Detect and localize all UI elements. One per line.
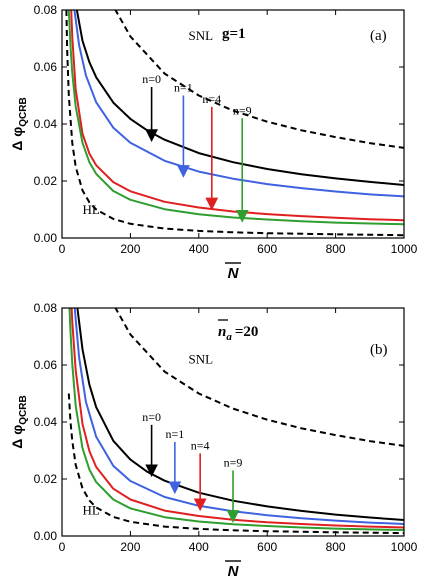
svg-text:Δ φQCRB: Δ φQCRB (9, 97, 29, 150)
x-axis-label-a: N (225, 262, 241, 282)
series-n9-line-b (68, 308, 404, 531)
label-n0-b: n=0 (142, 410, 161, 424)
plot-frame-a (61, 9, 405, 239)
y-tick-label-b: 0.04 (34, 415, 58, 429)
label-n1-b: n=1 (165, 427, 184, 441)
y-tick-label-a: 0.04 (34, 117, 58, 131)
label-n1-a: n=1 (174, 81, 193, 95)
series-n0-line-a (75, 10, 404, 186)
annotation-hl-b: HL (83, 503, 100, 518)
label-n9-a: n=9 (233, 103, 252, 117)
y-tick-label-a: 0.08 (34, 3, 58, 17)
label-n0-a: n=0 (142, 72, 161, 86)
label-n9-b: n=9 (224, 455, 243, 469)
annotation-snl-a: SNL (189, 28, 214, 43)
series-snl-line-a (114, 10, 404, 149)
series-n9-line-a (67, 10, 404, 226)
x-tick-label-b: 200 (120, 540, 140, 554)
x-tick-label-a: 600 (257, 242, 277, 256)
svg-text:Δ φQCRB: Δ φQCRB (9, 395, 29, 448)
y-axis-label-a: Δ φQCRB (9, 97, 29, 150)
x-tick-label-a: 1000 (391, 242, 418, 256)
x-tick-label-a: 800 (326, 242, 346, 256)
condition-label-b: na =20 (218, 319, 258, 343)
x-tick-label-b: 800 (326, 540, 346, 554)
svg-text:N: N (228, 563, 240, 580)
y-tick-label-b: 0.06 (34, 358, 58, 372)
panel-a: SNL HL n=0 n=1 n=4 n=9 0 200 400 600 800 1000 0.00 0… (9, 3, 418, 282)
y-tick-label-b: 0.08 (34, 301, 58, 315)
x-tick-label-a: 0 (59, 242, 66, 256)
label-n4-b: n=4 (191, 438, 210, 452)
series-snl-line-b (114, 308, 404, 447)
x-tick-label-a: 200 (120, 242, 140, 256)
y-tick-label-a: 0.02 (34, 174, 58, 188)
label-n4-a: n=4 (202, 92, 221, 106)
plot-frame-b (61, 307, 405, 537)
condition-label-a: g=1 (222, 26, 246, 42)
y-tick-label-b: 0.02 (34, 472, 58, 486)
series-hl-line-a (65, 10, 404, 237)
panel-b: SNL HL n=0 n=1 n=4 n=9 0 200 400 600 800 1000 0.00 0… (9, 301, 418, 580)
series-n1-line-b (73, 308, 404, 525)
series-n4-line-a (70, 10, 404, 222)
panel-label-b: (b) (370, 342, 388, 358)
x-tick-label-b: 600 (257, 540, 277, 554)
panel-label-a: (a) (370, 28, 387, 44)
svg-text:na=20: na =20 (218, 324, 258, 343)
y-tick-label-b: 0.00 (34, 529, 58, 543)
annotation-hl-a: HL (83, 202, 100, 217)
annotation-snl-b: SNL (189, 352, 214, 367)
x-tick-label-b: 400 (189, 540, 209, 554)
x-axis-label-b: N (225, 560, 241, 580)
y-axis-label-b: Δ φQCRB (9, 395, 29, 448)
y-tick-label-a: 0.00 (34, 231, 58, 245)
svg-text:N: N (228, 265, 240, 282)
x-tick-label-b: 0 (59, 540, 66, 554)
x-tick-label-a: 400 (189, 242, 209, 256)
series-n4-line-b (70, 308, 404, 529)
y-tick-label-a: 0.06 (34, 60, 58, 74)
series-hl-line-b (67, 393, 404, 535)
x-tick-label-b: 1000 (391, 540, 418, 554)
series-n0-line-b (76, 308, 404, 521)
